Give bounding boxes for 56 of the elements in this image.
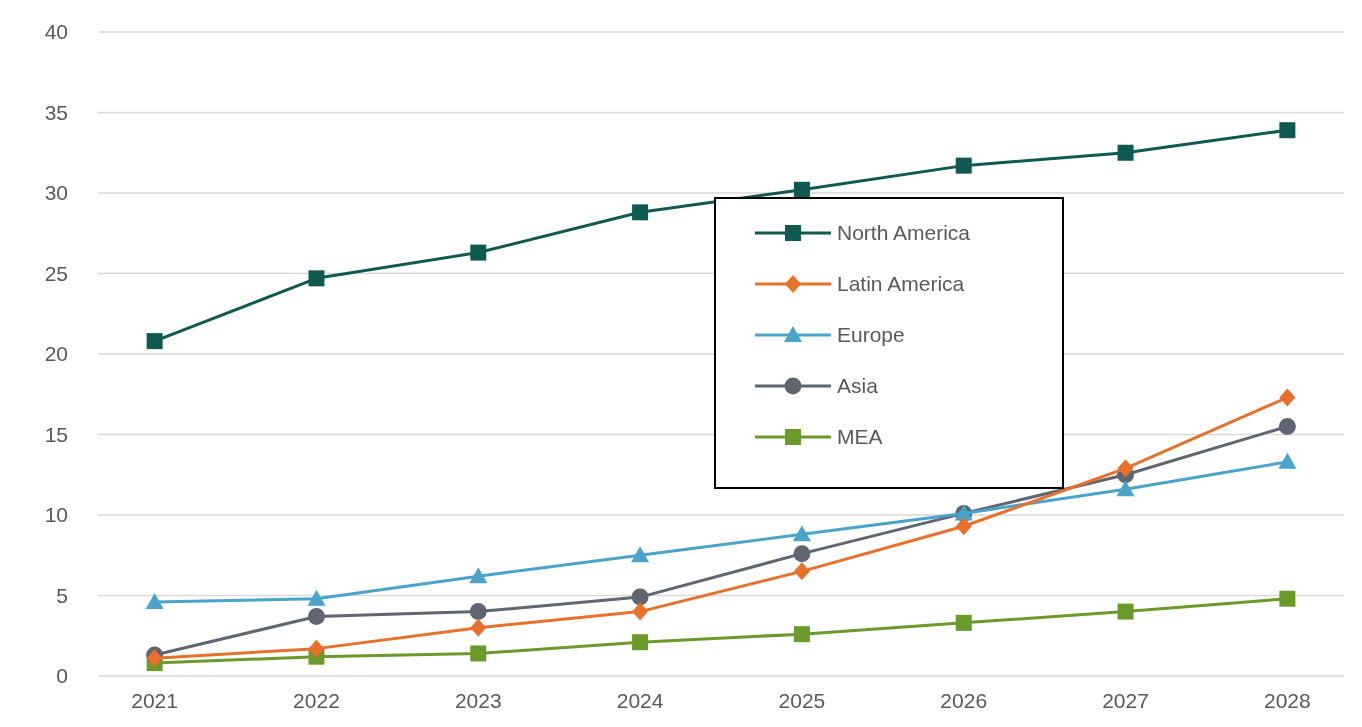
point [146,649,163,668]
y-tick-label: 40 [44,20,68,44]
point [793,545,811,563]
y-tick-label: 0 [56,664,68,688]
point [308,270,325,287]
point [1279,122,1296,139]
point [793,562,810,581]
point [955,157,972,174]
legend-label: North America [837,221,971,245]
y-tick-label: 15 [44,422,68,446]
x-tick-label: 2022 [293,689,340,712]
x-tick-label: 2021 [131,689,178,712]
legend-label: Europe [837,323,905,347]
legend-label: MEA [837,425,883,449]
legend-label: Asia [837,374,879,398]
point [145,592,164,609]
point [792,525,811,542]
point [955,614,972,631]
point [631,588,649,606]
x-tick-label: 2023 [454,689,502,712]
point [1117,144,1134,161]
point [1116,480,1135,497]
point [1278,452,1297,469]
point [470,244,487,261]
point [307,589,326,606]
point [469,567,488,584]
point [308,639,325,658]
point [1279,388,1296,407]
point [146,333,163,350]
point [632,634,649,651]
y-tick-label: 35 [44,100,68,124]
point [1279,590,1296,607]
y-tick-label: 5 [56,583,68,607]
y-tick-label: 25 [44,261,68,285]
x-tick-label: 2027 [1102,689,1149,712]
point [470,645,487,662]
y-tick-label: 30 [44,181,68,205]
x-tick-label: 2028 [1264,689,1311,712]
x-tick-label: 2025 [778,689,826,712]
x-tick-label: 2024 [616,689,664,712]
point [1117,603,1134,620]
point [632,602,649,621]
point [632,204,649,221]
point [307,607,325,625]
point [793,181,810,198]
point [793,626,810,643]
point [469,603,487,621]
y-tick-label: 20 [44,342,68,366]
point [1278,417,1296,435]
x-tick-label: 2026 [940,689,988,712]
point [955,517,972,536]
y-tick-label: 10 [44,503,68,527]
point [470,618,487,637]
point [1117,459,1134,478]
legend-label: Latin America [837,272,965,296]
point [631,546,650,563]
